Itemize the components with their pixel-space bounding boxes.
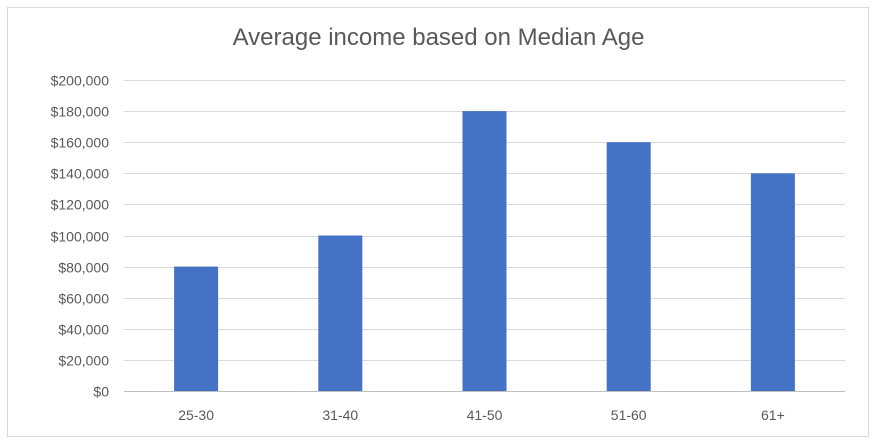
x-tick-label: 61+ xyxy=(761,407,785,423)
y-tick-label: $180,000 xyxy=(51,104,110,120)
chart-title: Average income based on Median Age xyxy=(232,24,645,51)
bar xyxy=(750,173,795,391)
y-tick-label: $0 xyxy=(93,384,109,400)
chart-frame xyxy=(7,7,869,437)
x-tick-label: 25-30 xyxy=(178,407,214,423)
bar xyxy=(174,266,219,391)
y-tick-label: $160,000 xyxy=(51,135,110,151)
y-tick-label: $60,000 xyxy=(58,291,109,307)
y-tick-label: $80,000 xyxy=(58,260,109,276)
y-tick-label: $140,000 xyxy=(51,166,110,182)
bar xyxy=(606,142,651,391)
x-tick-label: 31-40 xyxy=(322,407,358,423)
bar xyxy=(318,235,363,391)
y-tick-label: $200,000 xyxy=(51,73,110,89)
y-tick-label: $40,000 xyxy=(58,322,109,338)
y-tick-label: $20,000 xyxy=(58,353,109,369)
x-tick-label: 41-50 xyxy=(467,407,503,423)
bar xyxy=(462,111,507,391)
x-tick-label: 51-60 xyxy=(611,407,647,423)
y-tick-label: $120,000 xyxy=(51,197,110,213)
y-tick-label: $100,000 xyxy=(51,229,110,245)
